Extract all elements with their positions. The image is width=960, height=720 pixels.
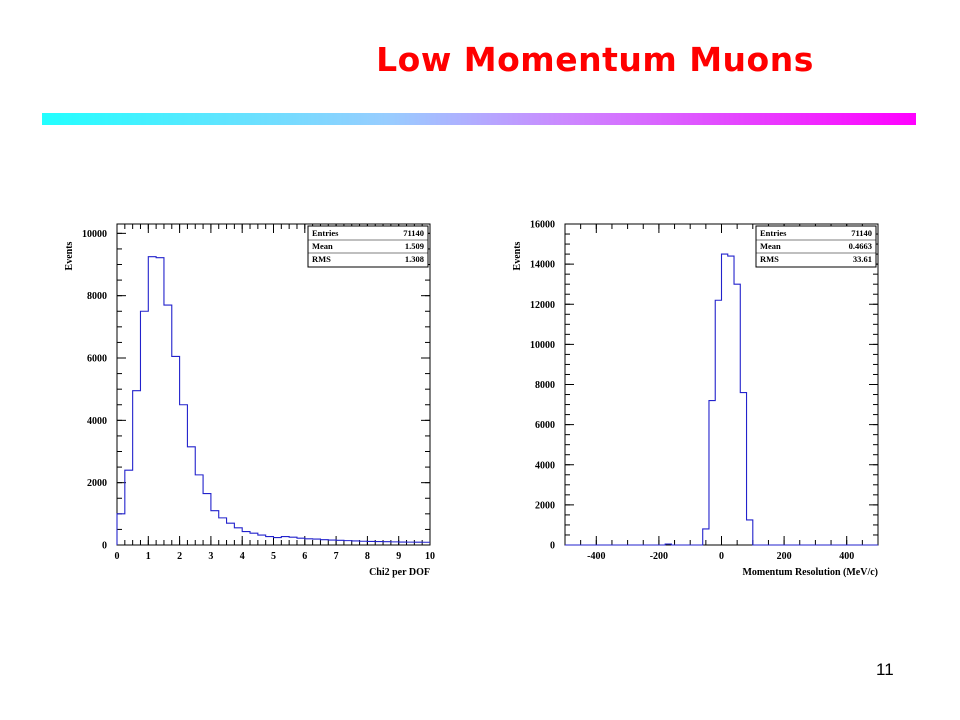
- stats-label: Mean: [312, 241, 333, 251]
- y-tick-label: 0: [102, 541, 107, 552]
- x-axis-label: Chi2 per DOF: [369, 567, 430, 578]
- histogram-bin: [242, 532, 250, 545]
- histogram-bin: [360, 541, 368, 545]
- histogram-bin: [125, 470, 133, 545]
- histogram-bin: [722, 254, 728, 545]
- histogram-bin: [740, 393, 746, 545]
- stats-value: 0.4663: [849, 241, 872, 251]
- histogram-bin: [352, 541, 360, 545]
- histogram-bin: [180, 405, 188, 545]
- slide-title: Low Momentum Muons: [376, 40, 814, 79]
- stats-label: Entries: [760, 228, 787, 238]
- momentum-resolution-histogram: -400 -200 0 200 4000200040006000800010000120…: [512, 220, 879, 578]
- title-gradient-bar: [42, 113, 916, 125]
- histogram-bin: [156, 258, 164, 545]
- stats-value: 1.509: [405, 241, 424, 251]
- stats-label: RMS: [760, 254, 779, 264]
- stats-label: Entries: [312, 228, 339, 238]
- histogram-bin: [211, 511, 219, 545]
- histogram-bin: [715, 300, 721, 545]
- x-tick-label: 2: [177, 551, 182, 562]
- histogram-line: [116, 256, 430, 545]
- x-tick-label: 400: [839, 551, 854, 562]
- histogram-bin: [140, 311, 148, 545]
- x-tick-label: 7: [334, 551, 339, 562]
- x-tick-label: 0: [719, 551, 724, 562]
- y-axis-label: Events: [512, 241, 523, 270]
- x-tick-label: 8: [365, 551, 370, 562]
- x-axis-label: Momentum Resolution (MeV/c): [742, 567, 878, 578]
- histogram-bin: [250, 533, 258, 545]
- histogram-bin: [328, 540, 336, 545]
- stats-value: 33.61: [853, 254, 872, 264]
- histogram-bin: [164, 305, 172, 545]
- stats-value: 71140: [403, 228, 424, 238]
- y-tick-label: 10000: [530, 340, 555, 351]
- histogram-bin: [709, 401, 715, 545]
- x-tick-label: 1: [146, 551, 151, 562]
- histogram-bin: [219, 518, 227, 545]
- chi2-histogram: 0 1 2 3 4 5 6 7 8 9 10 0 2000 4000 6000 8000 10000 Entrie…: [64, 223, 435, 578]
- y-tick-label: 6000: [535, 420, 555, 431]
- histogram-bin: [148, 257, 156, 545]
- histogram-bin: [747, 520, 753, 545]
- histogram-bin: [266, 537, 274, 545]
- histogram-bin: [344, 541, 352, 545]
- y-axis-label: Events: [64, 241, 75, 270]
- stats-box: [755, 225, 877, 268]
- stats-box: [307, 225, 429, 268]
- histogram-bin: [187, 447, 195, 545]
- histogram-bin: [234, 528, 242, 545]
- stats-label: Mean: [760, 241, 781, 251]
- histogram-bin: [320, 540, 328, 545]
- y-tick-label: 6000: [87, 354, 107, 365]
- y-tick-label: 2000: [535, 500, 555, 511]
- x-tick-label: 5: [271, 551, 276, 562]
- histogram-bin: [274, 538, 282, 545]
- x-tick-label: -200: [650, 551, 668, 562]
- histogram-bin: [336, 540, 344, 545]
- histogram-bin: [297, 538, 305, 545]
- stats-value: 71140: [851, 228, 872, 238]
- x-tick-label: 0: [115, 551, 120, 562]
- histogram-line: [565, 253, 878, 546]
- y-tick-label: 4000: [87, 416, 107, 427]
- x-tick-label: 200: [777, 551, 792, 562]
- y-tick-label: 4000: [535, 460, 555, 471]
- y-tick-label: 0: [550, 541, 555, 552]
- histogram-bin: [133, 391, 141, 545]
- histogram-bin: [728, 256, 734, 545]
- x-tick-label: 3: [208, 551, 213, 562]
- x-tick-label: 6: [302, 551, 307, 562]
- histogram-bin: [258, 535, 266, 545]
- histogram-bin: [203, 494, 211, 545]
- histogram-bin: [313, 539, 321, 545]
- page-number: 11: [876, 660, 894, 679]
- y-tick-label: 12000: [530, 300, 555, 311]
- histogram-bin: [289, 537, 297, 545]
- histogram-bin: [281, 537, 289, 545]
- y-tick-label: 14000: [530, 260, 555, 271]
- stats-value: 1.308: [405, 254, 424, 264]
- histogram-bin: [227, 523, 235, 545]
- x-tick-label: 4: [240, 551, 245, 562]
- y-tick-label: 8000: [535, 380, 555, 391]
- stats-label: RMS: [312, 254, 331, 264]
- histogram-bin: [305, 539, 313, 545]
- y-tick-label: 10000: [82, 229, 107, 240]
- y-tick-label: 8000: [87, 291, 107, 302]
- y-tick-label: 2000: [87, 478, 107, 489]
- histogram-bin: [734, 284, 740, 545]
- histogram-bin: [195, 475, 203, 545]
- x-tick-label: 10: [425, 551, 435, 562]
- x-tick-label: -400: [587, 551, 605, 562]
- histogram-bin: [172, 356, 180, 545]
- x-tick-label: 9: [396, 551, 401, 562]
- y-tick-label: 16000: [530, 220, 555, 231]
